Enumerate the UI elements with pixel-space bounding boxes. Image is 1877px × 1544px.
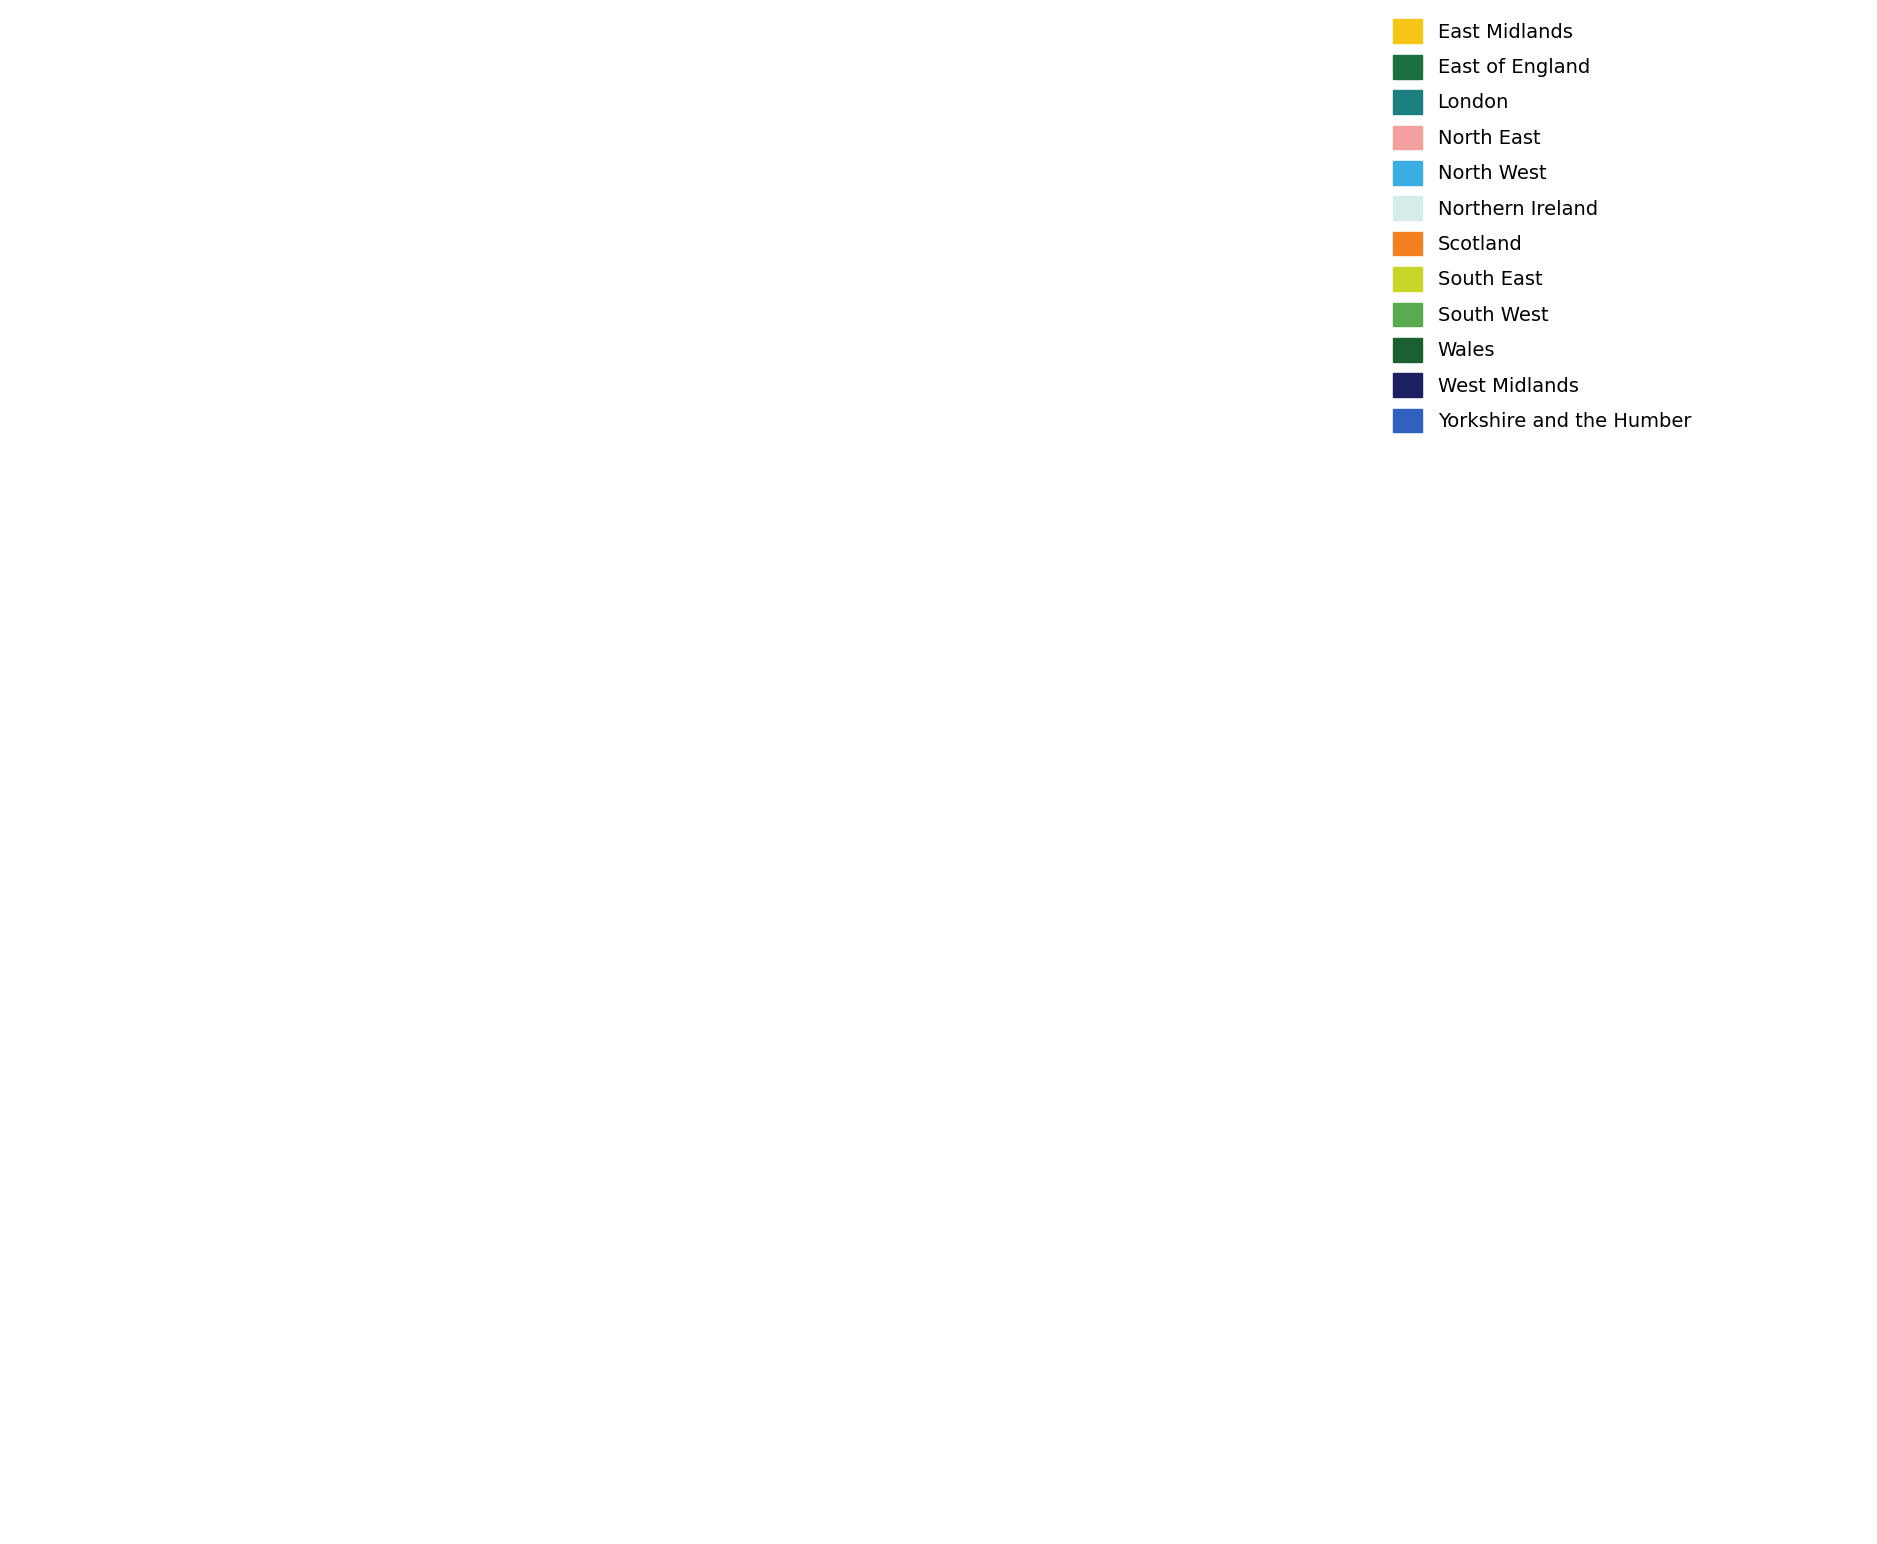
- Legend: East Midlands, East of England, London, North East, North West, Northern Ireland: East Midlands, East of England, London, …: [1383, 9, 1701, 442]
